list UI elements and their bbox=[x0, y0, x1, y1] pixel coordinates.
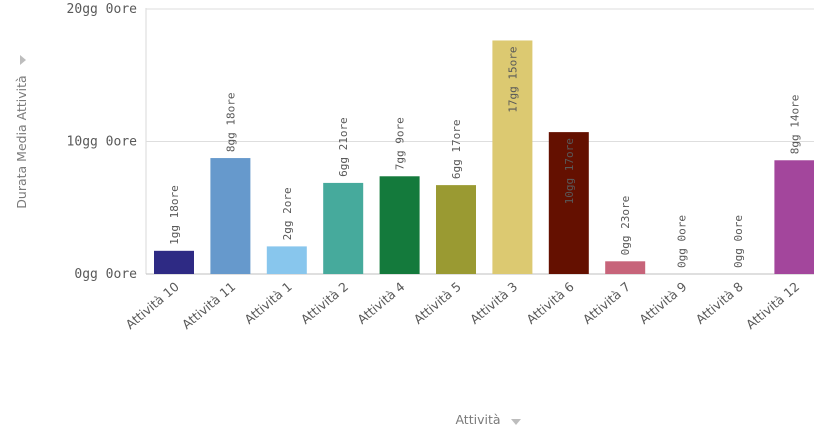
y-tick-label: 0gg 0ore bbox=[74, 267, 137, 282]
bar[interactable] bbox=[323, 182, 364, 274]
bar[interactable] bbox=[605, 261, 646, 274]
data-label: 8gg 14ore bbox=[788, 95, 801, 155]
data-labels: 1gg 18ore 8gg 18ore 2gg 2ore 6gg 21ore 7gg 9… bbox=[168, 46, 801, 268]
data-label: 2gg 2ore bbox=[281, 187, 294, 240]
y-tick-label: 10gg 0ore bbox=[67, 135, 138, 150]
x-axis-title[interactable]: Attività bbox=[455, 412, 500, 427]
bar[interactable] bbox=[492, 40, 533, 274]
x-tick-label: Attività 7 bbox=[580, 279, 633, 327]
y-axis-ticks: 0gg 0ore 10gg 0ore 20gg 0ore bbox=[67, 2, 138, 282]
data-label: 8gg 18ore bbox=[224, 92, 237, 152]
bar[interactable] bbox=[436, 185, 476, 274]
bar[interactable] bbox=[774, 160, 814, 274]
x-tick-label: Attività 3 bbox=[467, 279, 520, 327]
data-label: 6gg 21ore bbox=[337, 117, 350, 177]
x-tick-label: Attività 5 bbox=[411, 279, 464, 327]
x-tick-label: Attività 8 bbox=[693, 279, 746, 327]
bar[interactable] bbox=[548, 132, 589, 274]
x-tick-label: Attività 6 bbox=[523, 279, 576, 327]
bar[interactable] bbox=[266, 246, 307, 274]
bar[interactable] bbox=[379, 176, 420, 274]
x-tick-label: Attività 12 bbox=[743, 279, 802, 332]
data-label: 17gg 15ore bbox=[506, 46, 519, 112]
data-label: 10gg 17ore bbox=[563, 138, 576, 204]
data-label: 6gg 17ore bbox=[450, 120, 463, 180]
bar[interactable] bbox=[154, 250, 194, 274]
y-tick-label: 20gg 0ore bbox=[67, 2, 138, 17]
x-tick-label: Attività 9 bbox=[636, 279, 689, 327]
x-tick-label: Attività 11 bbox=[179, 279, 238, 332]
y-axis-dropdown-arrow-icon[interactable] bbox=[20, 55, 26, 65]
data-label: 0gg 0ore bbox=[732, 215, 745, 268]
x-tick-label: Attività 1 bbox=[241, 279, 294, 327]
x-tick-label: Attività 4 bbox=[354, 279, 407, 327]
data-label: 0gg 0ore bbox=[676, 215, 689, 268]
x-axis-dropdown-arrow-icon[interactable] bbox=[511, 419, 521, 425]
bar[interactable] bbox=[210, 158, 251, 274]
data-label: 0gg 23ore bbox=[619, 196, 632, 256]
x-tick-label: Attività 10 bbox=[123, 279, 182, 332]
y-axis-title[interactable]: Durata Media Attività bbox=[14, 75, 29, 208]
gridlines bbox=[145, 8, 814, 275]
data-label: 1gg 18ore bbox=[168, 185, 181, 245]
bars bbox=[154, 40, 814, 274]
data-label: 7gg 9ore bbox=[394, 117, 407, 170]
x-tick-label: Attività 2 bbox=[298, 279, 351, 327]
